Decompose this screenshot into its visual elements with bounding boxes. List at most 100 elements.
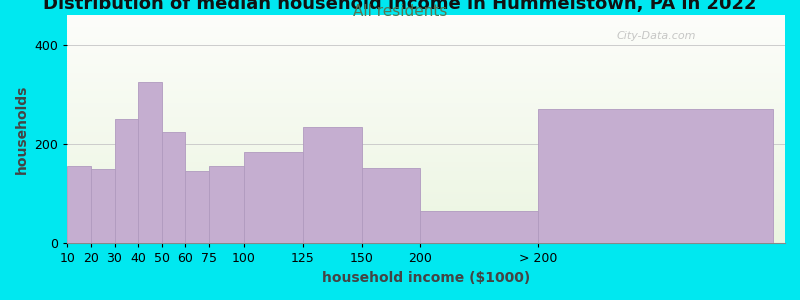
Bar	[67, 186, 785, 189]
Bar	[67, 52, 785, 54]
Bar	[67, 97, 785, 100]
Bar	[67, 152, 785, 154]
Bar	[67, 109, 785, 111]
Bar	[67, 36, 785, 38]
Bar	[67, 20, 785, 22]
Bar	[362, 168, 420, 243]
Text: City-Data.com: City-Data.com	[616, 31, 695, 41]
Bar	[67, 138, 785, 141]
Bar	[67, 65, 785, 68]
Bar	[67, 26, 785, 29]
Bar	[67, 157, 785, 159]
Bar	[67, 118, 785, 120]
Bar	[67, 113, 785, 116]
Bar	[67, 122, 785, 124]
Bar	[67, 33, 785, 36]
Bar	[67, 154, 785, 157]
Bar	[67, 45, 785, 47]
Bar	[67, 95, 785, 97]
Bar	[67, 175, 785, 177]
Bar	[67, 134, 785, 136]
Bar	[67, 74, 785, 77]
Bar	[67, 237, 785, 239]
Bar	[302, 127, 362, 243]
Bar	[67, 148, 785, 150]
Bar	[538, 109, 774, 243]
Bar	[67, 223, 785, 225]
Bar	[67, 216, 785, 218]
Bar	[67, 61, 785, 63]
Bar	[67, 189, 785, 191]
Bar	[67, 29, 785, 31]
Bar	[67, 42, 785, 45]
Bar	[67, 17, 785, 20]
Bar	[67, 38, 785, 40]
Bar	[67, 63, 785, 65]
Bar	[67, 200, 785, 202]
Bar	[91, 169, 114, 243]
Bar	[67, 81, 785, 83]
Bar	[67, 77, 785, 79]
Text: Distribution of median household income in Hummelstown, PA in 2022: Distribution of median household income …	[43, 0, 757, 14]
Bar	[67, 72, 785, 74]
Bar	[67, 227, 785, 230]
Bar	[67, 141, 785, 143]
Bar	[67, 193, 785, 195]
Bar	[67, 79, 785, 81]
Bar	[67, 207, 785, 209]
Bar	[67, 93, 785, 95]
Bar	[67, 145, 785, 148]
Bar	[67, 127, 785, 129]
Bar	[67, 31, 785, 33]
Bar	[67, 239, 785, 241]
Bar	[67, 182, 785, 184]
X-axis label: household income ($1000): household income ($1000)	[322, 271, 530, 285]
Bar	[138, 82, 162, 243]
Bar	[67, 234, 785, 237]
Bar	[67, 136, 785, 138]
Bar	[67, 212, 785, 214]
Bar	[67, 100, 785, 102]
Bar	[67, 104, 785, 106]
Bar	[67, 120, 785, 122]
Bar	[67, 205, 785, 207]
Bar	[67, 232, 785, 234]
Bar	[67, 161, 785, 164]
Bar	[67, 88, 785, 90]
Bar	[67, 170, 785, 172]
Bar	[67, 191, 785, 193]
Bar	[67, 47, 785, 49]
Bar	[67, 143, 785, 145]
Bar	[67, 164, 785, 166]
Bar	[67, 172, 785, 175]
Bar	[67, 179, 785, 182]
Bar	[162, 132, 185, 243]
Bar	[67, 56, 785, 58]
Bar	[67, 131, 785, 134]
Bar	[67, 150, 785, 152]
Y-axis label: households: households	[15, 85, 29, 174]
Bar	[67, 195, 785, 198]
Bar	[67, 40, 785, 42]
Bar	[67, 116, 785, 118]
Bar	[67, 102, 785, 104]
Bar	[67, 184, 785, 186]
Bar	[244, 152, 302, 243]
Bar	[209, 167, 244, 243]
Bar	[67, 241, 785, 243]
Bar	[67, 83, 785, 86]
Bar	[67, 220, 785, 223]
Bar	[114, 119, 138, 243]
Bar	[67, 106, 785, 109]
Bar	[185, 171, 209, 243]
Bar	[67, 68, 785, 70]
Bar	[67, 214, 785, 216]
Bar	[67, 54, 785, 56]
Bar	[420, 211, 538, 243]
Bar	[67, 24, 785, 26]
Bar	[67, 111, 785, 113]
Bar	[67, 218, 785, 220]
Bar	[67, 129, 785, 131]
Bar	[67, 230, 785, 232]
Bar	[67, 225, 785, 227]
